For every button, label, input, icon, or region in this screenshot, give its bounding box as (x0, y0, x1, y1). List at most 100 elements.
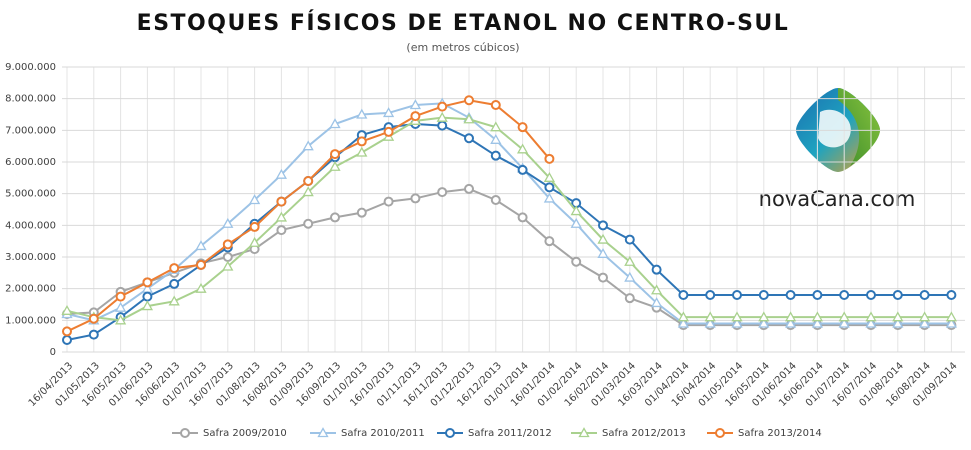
point (918, 311, 931, 322)
y-tick-label: 2.000.000 (5, 284, 56, 295)
point (329, 118, 341, 129)
point (356, 146, 368, 157)
chart-title: ESTOQUES FÍSICOS DE ETANOL NO CENTRO-SUL (137, 10, 790, 36)
point (570, 217, 582, 228)
point (544, 182, 555, 193)
point (758, 311, 770, 322)
point (758, 317, 770, 328)
legend-item: Safra 2012/2013 (571, 427, 686, 439)
logo-shape (818, 109, 851, 148)
point (276, 225, 287, 236)
point (195, 282, 207, 293)
point (704, 317, 716, 328)
legend-item: Safra 2010/2011 (310, 427, 425, 439)
point (784, 317, 797, 328)
point (356, 136, 367, 147)
point (758, 290, 769, 300)
point (356, 108, 368, 119)
point (464, 95, 474, 106)
point (302, 186, 314, 197)
point (543, 172, 556, 182)
point (445, 428, 455, 438)
point (892, 311, 904, 322)
point (248, 194, 261, 205)
point (88, 329, 99, 340)
point (383, 196, 394, 207)
point (303, 176, 314, 186)
point (276, 196, 287, 207)
point (168, 295, 180, 306)
point (838, 317, 850, 328)
point (650, 297, 663, 308)
point (317, 427, 329, 438)
point (677, 311, 690, 322)
point (490, 150, 501, 161)
point (61, 305, 73, 315)
chart-subtitle: (em metros cúbicos) (406, 41, 519, 54)
point (517, 164, 528, 175)
point (383, 126, 394, 137)
point (222, 252, 233, 262)
point (409, 99, 422, 110)
point (650, 284, 663, 295)
point (222, 239, 233, 250)
point (382, 107, 395, 118)
point (62, 326, 72, 337)
point (918, 317, 931, 328)
point (169, 278, 180, 289)
point (598, 272, 608, 283)
point (892, 317, 904, 328)
legend-label: Safra 2012/2013 (602, 428, 686, 439)
y-tick-label: 8.000.000 (5, 94, 56, 105)
point (784, 311, 797, 322)
point (570, 205, 582, 216)
point (490, 121, 502, 132)
point (651, 264, 662, 275)
legend-item: Safra 2009/2010 (172, 428, 287, 439)
point (115, 291, 126, 302)
y-tick-label: 5.000.000 (5, 189, 56, 200)
point (142, 291, 153, 302)
point (865, 311, 877, 322)
point (578, 427, 590, 438)
point (516, 143, 529, 154)
point (571, 256, 582, 267)
point (222, 217, 234, 228)
point (704, 311, 716, 322)
point (705, 290, 716, 300)
point (303, 218, 314, 229)
point (517, 122, 528, 133)
y-tick-label: 9.000.000 (5, 62, 56, 73)
point (785, 290, 796, 300)
legend-label: Safra 2011/2012 (468, 428, 552, 439)
point (195, 240, 207, 251)
point (222, 260, 234, 271)
point (330, 212, 340, 223)
point (62, 334, 72, 345)
y-tick-label: 4.000.000 (5, 220, 56, 231)
point (275, 211, 288, 222)
point (865, 317, 877, 328)
point (678, 290, 689, 300)
point (624, 255, 636, 266)
point (114, 314, 127, 325)
point (275, 168, 288, 179)
point (838, 311, 850, 322)
point (436, 111, 448, 122)
point (302, 140, 314, 151)
legend-item: Safra 2011/2012 (437, 428, 552, 439)
point (410, 111, 421, 122)
logo-text: novaCana.com (759, 187, 916, 211)
legend-item: Safra 2013/2014 (707, 428, 822, 439)
point (490, 100, 501, 110)
legend-label: Safra 2013/2014 (738, 428, 822, 439)
point (248, 236, 261, 247)
point (437, 120, 448, 131)
legend-label: Safra 2010/2011 (341, 428, 425, 439)
point (677, 317, 690, 328)
point (463, 113, 475, 124)
point (330, 149, 340, 160)
point (731, 311, 743, 322)
point (544, 236, 555, 247)
point (410, 193, 421, 204)
